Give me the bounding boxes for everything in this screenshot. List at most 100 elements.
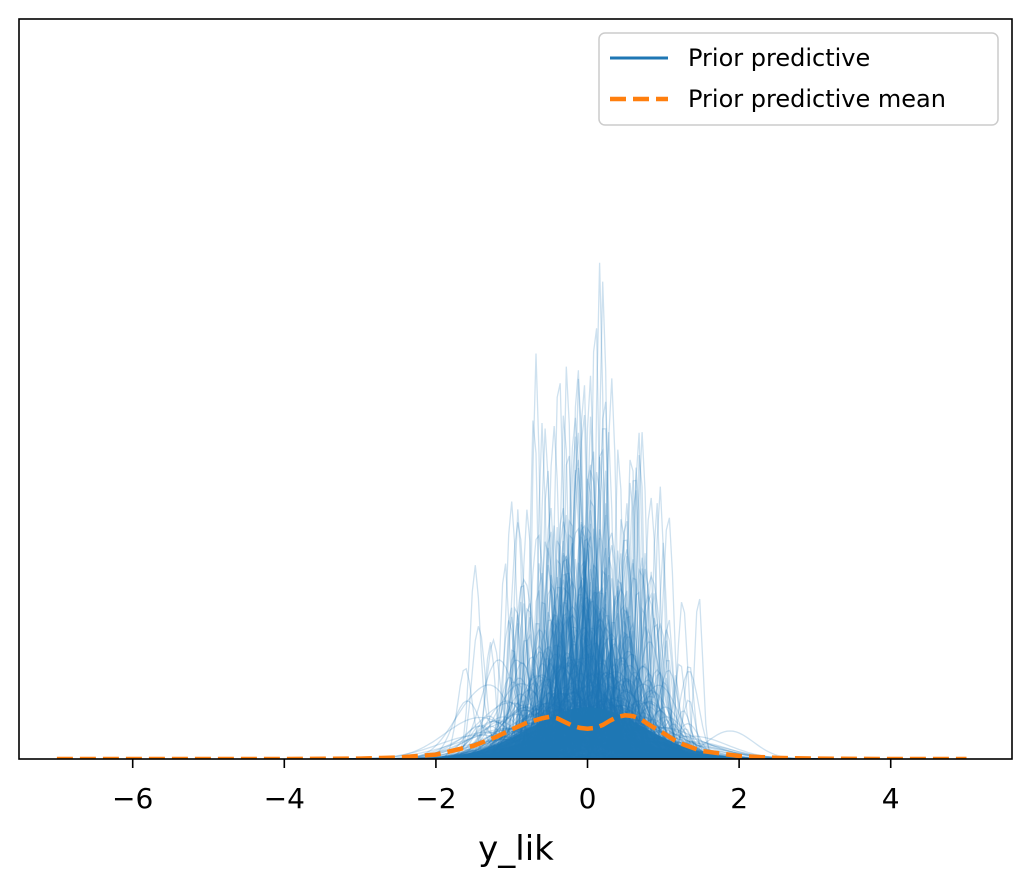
prior-predictive-line — [344, 683, 831, 759]
prior-predictive-line — [344, 656, 831, 759]
prior-predictive-line — [344, 528, 831, 759]
prior-predictive-line — [344, 598, 831, 759]
prior-predictive-line — [344, 470, 831, 759]
prior-predictive-line — [344, 562, 831, 759]
prior-predictive-line — [344, 613, 831, 759]
prior-predictive-line — [344, 596, 831, 759]
x-tick-label: −2 — [415, 782, 456, 815]
legend: Prior predictive Prior predictive mean — [598, 32, 999, 126]
prior-predictive-line — [344, 694, 831, 759]
prior-predictive-line — [344, 536, 831, 759]
prior-predictive-line — [344, 662, 831, 759]
prior-predictive-line — [344, 631, 831, 759]
prior-predictive-line — [344, 467, 831, 759]
prior-predictive-line — [344, 507, 831, 759]
x-axis-label: y_lik — [478, 829, 554, 869]
prior-predictive-line — [344, 691, 831, 759]
prior-predictive-line — [344, 644, 831, 759]
prior-predictive-line — [344, 464, 831, 759]
prior-predictive-line — [344, 592, 831, 759]
prior-predictive-line — [344, 523, 831, 759]
prior-predictive-line — [344, 459, 831, 759]
prior-predictive-line — [344, 416, 831, 759]
prior-predictive-line — [344, 634, 831, 759]
prior-predictive-line — [344, 590, 831, 759]
prior-predictive-line — [344, 627, 831, 759]
prior-predictive-line — [344, 605, 831, 759]
prior-predictive-line — [344, 658, 831, 759]
prior-predictive-line — [344, 478, 831, 759]
prior-predictive-line — [344, 685, 831, 759]
prior-predictive-line — [344, 526, 831, 759]
prior-predictive-line — [344, 378, 831, 759]
prior-predictive-line — [344, 370, 831, 759]
prior-predictive-line — [344, 568, 831, 759]
prior-predictive-line — [344, 605, 831, 759]
prior-predictive-line — [344, 681, 831, 759]
prior-predictive-line — [344, 630, 831, 759]
prior-predictive-line — [344, 604, 831, 759]
x-axis-ticks: −6 −4 −2 0 2 4 — [112, 759, 900, 815]
prior-predictive-line — [344, 533, 831, 759]
x-tick-label: 2 — [730, 782, 748, 815]
prior-predictive-line — [344, 684, 831, 759]
prior-predictive-line — [344, 582, 831, 759]
prior-predictive-line — [344, 563, 831, 759]
prior-predictive-line — [344, 696, 831, 759]
prior-predictive-line — [344, 580, 831, 759]
legend-prior-predictive-mean-label: Prior predictive mean — [688, 85, 946, 113]
prior-predictive-line — [344, 617, 831, 759]
prior-predictive-line — [344, 603, 831, 759]
prior-predictive-line — [344, 607, 831, 759]
prior-predictive-line — [344, 672, 831, 759]
prior-predictive-line — [344, 694, 831, 759]
prior-predictive-line — [344, 524, 831, 759]
prior-predictive-line — [344, 629, 831, 759]
prior-predictive-line — [344, 415, 831, 759]
prior-predictive-line — [344, 565, 831, 759]
prior-predictive-line — [344, 682, 831, 759]
prior-predictive-line — [344, 328, 831, 759]
prior-predictive-line — [344, 678, 831, 759]
prior-predictive-line — [344, 385, 831, 759]
prior-predictive-line — [344, 470, 831, 759]
prior-predictive-line — [344, 657, 831, 759]
prior-predictive-line — [344, 695, 831, 759]
x-tick-label: 0 — [579, 782, 597, 815]
prior-predictive-line — [344, 596, 831, 759]
prior-predictive-dense-band-shape — [390, 707, 785, 759]
prior-predictive-line — [344, 608, 831, 759]
prior-predictive-line — [344, 589, 831, 759]
prior-predictive-line — [344, 549, 831, 759]
prior-predictive-dense-band — [390, 707, 785, 759]
prior-predictive-line — [344, 653, 831, 759]
prior-predictive-line — [344, 660, 831, 759]
prior-predictive-line — [344, 451, 831, 759]
prior-predictive-line — [344, 657, 831, 759]
prior-predictive-line — [344, 618, 831, 759]
prior-predictive-line — [344, 657, 831, 759]
prior-predictive-line — [344, 701, 831, 759]
prior-predictive-line — [344, 644, 831, 759]
prior-predictive-line — [344, 683, 831, 759]
prior-predictive-line — [344, 626, 831, 759]
prior-predictive-line — [344, 672, 831, 759]
prior-predictive-line — [344, 672, 831, 759]
prior-predictive-line — [344, 432, 831, 759]
legend-prior-predictive-label: Prior predictive — [688, 44, 870, 72]
prior-predictive-line — [344, 616, 831, 759]
prior-predictive-line — [344, 609, 831, 759]
prior-predictive-line — [344, 617, 831, 759]
prior-predictive-line — [344, 527, 831, 759]
x-tick-label: −6 — [112, 782, 153, 815]
prior-predictive-line — [344, 375, 831, 759]
prior-predictive-line — [344, 530, 831, 759]
prior-predictive-line — [344, 600, 831, 759]
prior-predictive-line — [344, 584, 831, 759]
prior-predictive-line — [344, 634, 831, 759]
prior-predictive-line — [344, 606, 831, 759]
x-tick-label: 4 — [882, 782, 900, 815]
prior-predictive-line — [344, 604, 831, 759]
prior-predictive-line — [344, 626, 831, 759]
